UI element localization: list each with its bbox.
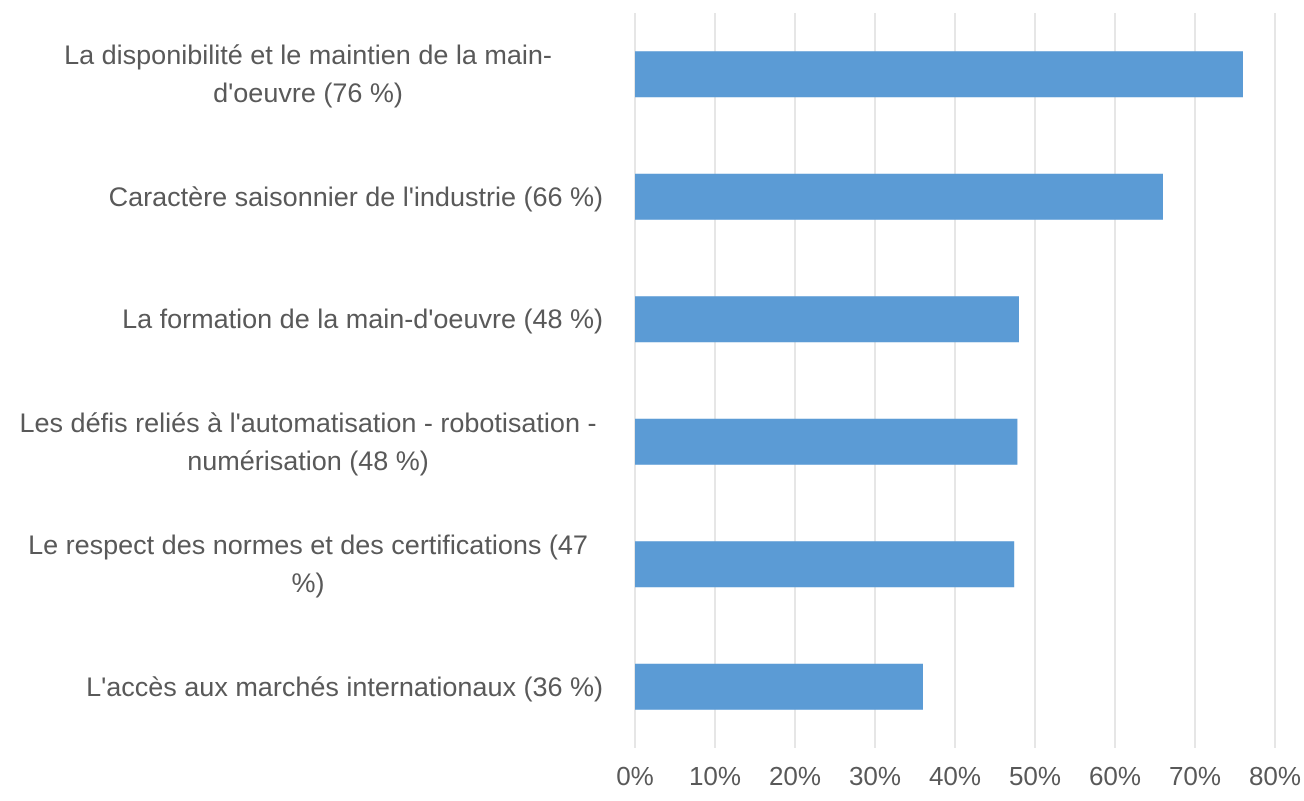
category-label-box: L'accès aux marchés internationaux (36 %… — [0, 626, 603, 749]
y-tick-label: La formation de la main-d'oeuvre (48 %) — [122, 304, 603, 335]
y-tick-label: Le respect des normes et des certificati… — [28, 530, 588, 599]
category-label-box: Les défis reliés à l'automatisation - ro… — [0, 381, 603, 504]
bar — [635, 51, 1243, 98]
x-tick-label: 40% — [929, 761, 981, 791]
x-tick-label: 20% — [769, 761, 821, 791]
category-label-box: Le respect des normes et des certificati… — [0, 503, 603, 626]
bar — [635, 663, 923, 710]
x-tick-label: 0% — [616, 761, 654, 791]
x-tick-label: 30% — [849, 761, 901, 791]
bar — [635, 173, 1163, 220]
y-tick-label: Caractère saisonnier de l'industrie (66 … — [108, 181, 603, 212]
category-label-box: La formation de la main-d'oeuvre (48 %) — [0, 258, 603, 381]
y-tick-label: Les défis reliés à l'automatisation - ro… — [19, 407, 597, 476]
x-tick-label: 60% — [1089, 761, 1141, 791]
y-tick-label: L'accès aux marchés internationaux (36 %… — [86, 671, 603, 702]
bar — [635, 418, 1018, 465]
y-tick-label: La disponibilité et le maintien de la ma… — [64, 40, 552, 109]
x-tick-label: 80% — [1249, 761, 1301, 791]
x-tick-label: 50% — [1009, 761, 1061, 791]
category-label-box: Caractère saisonnier de l'industrie (66 … — [0, 136, 603, 259]
x-tick-label: 10% — [689, 761, 741, 791]
x-tick-label: 70% — [1169, 761, 1221, 791]
bar — [635, 541, 1015, 588]
bar — [635, 296, 1019, 343]
category-label-box: La disponibilité et le maintien de la ma… — [0, 13, 603, 136]
